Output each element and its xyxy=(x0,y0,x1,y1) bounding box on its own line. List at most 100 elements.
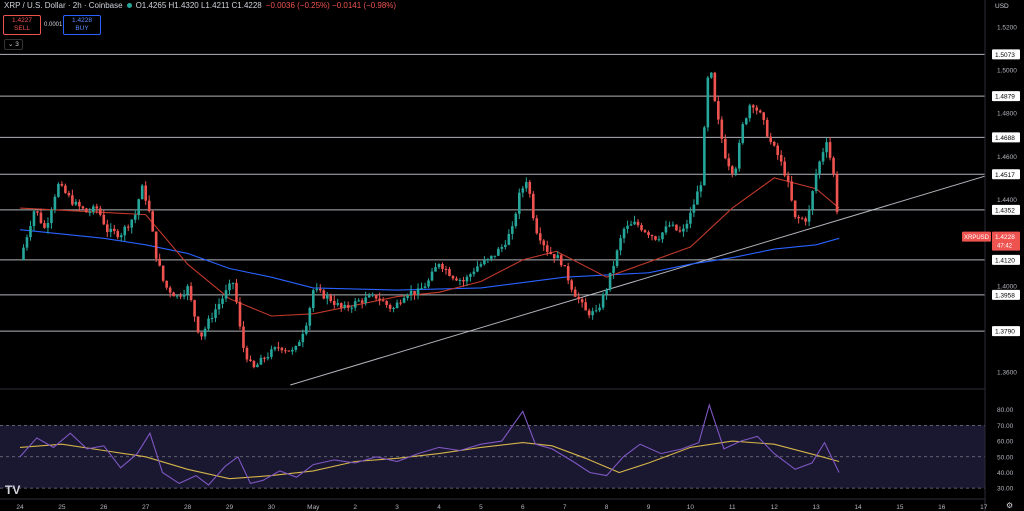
candle-body-81 xyxy=(305,325,308,334)
candle-body-16 xyxy=(78,201,81,207)
candle-body-33 xyxy=(137,199,141,215)
time-tick-label: 7 xyxy=(563,504,567,511)
time-axis: 24 25 26 27 28 29 30 May 2 3 4 5 6 7 8 9 10 11 12 13 14 15 16 1… xyxy=(0,498,988,511)
candle-body-69 xyxy=(263,357,266,359)
gear-icon[interactable]: ⚙ xyxy=(1006,501,1014,510)
buy-price: 1.4228 xyxy=(72,17,92,24)
candle-body-159 xyxy=(577,296,580,300)
candle-body-147 xyxy=(535,218,539,234)
sell-button[interactable]: 1.4227 SELL xyxy=(3,15,41,35)
candle-body-122 xyxy=(448,268,451,276)
buy-button[interactable]: 1.4228 BUY xyxy=(63,15,101,35)
candle-body-154 xyxy=(559,255,563,266)
candle-body-105 xyxy=(388,304,392,309)
level-tag-bg-0 xyxy=(992,49,1020,60)
ema-slow-line xyxy=(19,229,840,291)
candle-body-210 xyxy=(755,107,759,111)
candle-body-139 xyxy=(507,233,511,245)
candle-body-93 xyxy=(346,304,350,308)
tradingview-logo: TV xyxy=(5,483,21,497)
candle-body-107 xyxy=(395,302,399,309)
price-tick-label: 1.4600 xyxy=(997,154,1017,161)
horizontal-levels xyxy=(0,53,985,332)
time-tick-label: 4 xyxy=(437,504,441,511)
currency-label[interactable]: USD xyxy=(995,3,1009,10)
candle-body-40 xyxy=(161,265,165,281)
candle-body-51 xyxy=(200,332,203,337)
symbol-title[interactable]: XRP / U.S. Dollar · 2h · Coinbase xyxy=(4,1,123,10)
candle-body-109 xyxy=(402,297,406,303)
candle-body-233 xyxy=(835,174,839,212)
candle-body-74 xyxy=(280,347,284,351)
candle-body-119 xyxy=(437,263,441,268)
symbol-tag-label: XRPUSD xyxy=(964,235,990,241)
candle-body-4 xyxy=(36,211,39,213)
time-tick-label: 15 xyxy=(896,504,904,511)
candle-body-114 xyxy=(420,288,423,290)
candle-body-76 xyxy=(287,350,291,352)
candle-body-134 xyxy=(490,255,493,259)
candle-body-39 xyxy=(158,258,161,266)
candle-body-118 xyxy=(434,267,437,272)
candle-body-202 xyxy=(727,158,731,167)
ema-slow-group xyxy=(19,229,840,291)
candle-body-42 xyxy=(168,287,172,293)
indicators-toggle-button[interactable]: ⌄ 3 xyxy=(4,39,23,50)
time-tick-label: 29 xyxy=(226,504,234,511)
candle-body-164 xyxy=(594,310,598,312)
candle-body-79 xyxy=(298,342,301,347)
candle-body-150 xyxy=(545,245,549,252)
level-tag-label: 1.4352 xyxy=(995,207,1015,214)
candle-body-223 xyxy=(800,218,804,220)
time-tick-label: 5 xyxy=(479,504,483,511)
candle-body-146 xyxy=(531,193,535,219)
sell-label: SELL xyxy=(14,25,30,32)
candle-body-63 xyxy=(242,326,245,348)
candle-body-17 xyxy=(81,206,85,209)
rsi-tick-label: 70.00 xyxy=(997,423,1014,430)
candle-body-116 xyxy=(427,280,430,287)
rsi-tick-label: 30.00 xyxy=(997,486,1014,493)
candle-body-49 xyxy=(193,300,196,317)
candle-body-90 xyxy=(336,303,340,305)
candle-body-88 xyxy=(329,295,333,302)
level-tag-label: 1.3790 xyxy=(995,329,1015,336)
candle-body-193 xyxy=(696,191,699,205)
candle-body-55 xyxy=(214,309,217,319)
change-readout: −0.0036 (−0.25%) −0.0141 (−0.98%) xyxy=(265,1,397,10)
candle-body-135 xyxy=(493,255,497,257)
time-tick-label: 17 xyxy=(980,504,988,511)
candle-body-158 xyxy=(573,289,577,297)
candles-group xyxy=(22,71,839,369)
candle-body-216 xyxy=(776,145,779,156)
candle-body-167 xyxy=(605,289,608,295)
candle-body-127 xyxy=(465,276,469,282)
time-tick-label: 25 xyxy=(58,504,66,511)
candle-body-103 xyxy=(381,300,385,302)
candle-body-100 xyxy=(371,294,374,296)
trendline-group xyxy=(290,163,1024,386)
candle-body-160 xyxy=(580,299,584,303)
candle-body-113 xyxy=(416,288,420,295)
candle-body-30 xyxy=(126,226,130,228)
candle-body-132 xyxy=(483,260,486,265)
candle-body-199 xyxy=(717,101,720,120)
rsi-tick-label: 50.00 xyxy=(997,454,1014,461)
candle-body-91 xyxy=(339,303,343,308)
time-tick-label: 11 xyxy=(729,504,736,511)
candle-body-171 xyxy=(619,238,622,251)
candle-body-72 xyxy=(273,347,277,350)
candle-body-20 xyxy=(92,206,95,212)
candle-body-211 xyxy=(758,110,762,113)
candle-body-2 xyxy=(29,226,32,238)
candle-body-184 xyxy=(664,226,668,233)
candle-body-166 xyxy=(601,294,605,308)
candle-body-212 xyxy=(762,112,766,120)
candle-body-11 xyxy=(60,183,64,186)
candle-body-168 xyxy=(608,272,612,290)
candle-body-225 xyxy=(807,209,811,222)
rsi-tick-label: 60.00 xyxy=(997,439,1014,446)
candle-body-99 xyxy=(367,295,371,298)
candle-body-144 xyxy=(524,182,528,189)
